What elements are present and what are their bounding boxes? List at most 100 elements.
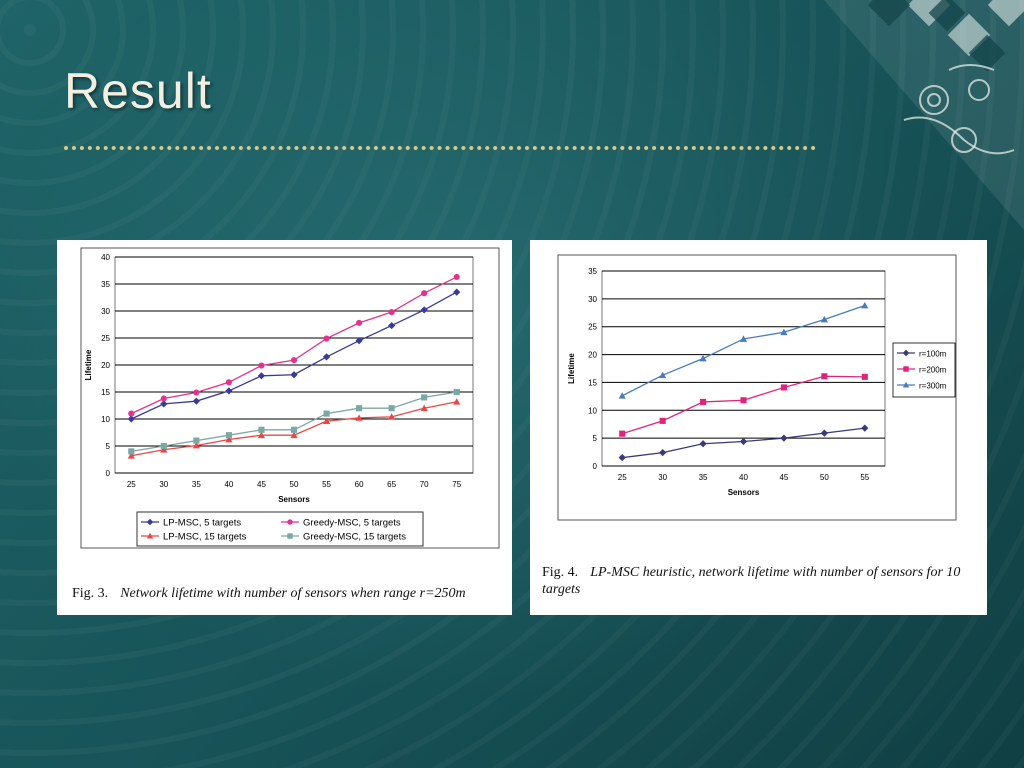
fig4-xtick-label: 50: [820, 473, 829, 482]
fig4-data-point: [699, 354, 707, 362]
fig3-ytick-label: 20: [101, 361, 110, 370]
fig3-xtick-label: 50: [290, 480, 299, 489]
fig3-legend-label: Greedy-MSC, 5 targets: [303, 518, 401, 529]
fig3-ytick-label: 10: [101, 415, 110, 424]
figure-3-chart: 0 5 10 15 20 25 30 35 40 25 30 35 40 45 50 55 60 65 70 75 Se…: [80, 247, 500, 549]
fig3-data-point: [290, 357, 298, 364]
fig4-data-point: [820, 429, 828, 437]
fig3-data-point: [257, 431, 266, 439]
fig3-data-point: [258, 362, 265, 369]
figure-3-caption: Fig. 3. Network lifetime with number of s…: [72, 585, 502, 602]
fig3-data-point: [225, 432, 232, 439]
fig3-ytick-label: 35: [101, 280, 110, 289]
fig3-xtick-label: 60: [355, 480, 364, 489]
fig4-xtick-label: 30: [658, 473, 667, 482]
fig3-data-point: [192, 441, 200, 449]
figure-4-panel: 0 5 10 15 20 25 30 35 25 30 35 40 45 50 55 Sensors Lifet…: [530, 240, 987, 615]
fig3-data-point: [192, 397, 200, 405]
fig3-data-point: [225, 379, 232, 386]
fig3-data-point: [356, 405, 363, 412]
fig4-xtick-label: 45: [779, 473, 788, 482]
fig3-x-axis-label: Sensors: [278, 495, 310, 504]
fig4-data-point: [618, 392, 626, 399]
fig4-data-point: [861, 373, 868, 380]
fig3-xtick-label: 70: [420, 480, 429, 489]
fig4-legend-swatch-marker: [902, 349, 910, 357]
fig4-x-axis-label: Sensors: [728, 488, 760, 497]
fig3-legend-swatch-marker: [287, 519, 293, 525]
fig3-data-point: [388, 309, 395, 316]
fig4-data-point: [780, 384, 787, 391]
figure-4-chart: 0 5 10 15 20 25 30 35 25 30 35 40 45 50 55 Sensors Lifet…: [557, 254, 957, 521]
fig4-ytick-label: 10: [588, 406, 597, 415]
fig4-data-point: [659, 417, 666, 424]
fig4-data-point: [820, 315, 828, 323]
fig3-data-point: [128, 448, 135, 455]
fig3-ytick-label: 25: [101, 334, 110, 343]
fig4-xtick-label: 35: [699, 473, 708, 482]
fig3-legend-swatch-marker: [146, 532, 154, 539]
fig3-data-point: [323, 335, 330, 342]
fig3-data-point: [420, 404, 428, 412]
fig3-data-point: [323, 410, 330, 417]
fig3-ytick-label: 30: [101, 307, 110, 316]
fig3-ytick-label: 40: [101, 253, 110, 262]
fig3-data-point: [193, 389, 200, 396]
title-dotted-divider: [64, 146, 816, 150]
fig3-xtick-label: 35: [192, 480, 201, 489]
fig3-data-point: [290, 371, 298, 379]
fig4-ytick-label: 30: [588, 295, 597, 304]
figure-4-label: Fig. 4.: [542, 565, 579, 580]
fig4-data-point: [739, 335, 748, 342]
fig3-data-point: [160, 400, 168, 408]
fig3-legend-swatch-marker: [146, 518, 154, 526]
slide-title: Result: [64, 63, 212, 119]
fig4-legend-swatch-marker: [902, 381, 910, 388]
fig3-data-point: [388, 413, 396, 420]
fig3-legend-label: LP-MSC, 15 targets: [163, 532, 247, 543]
fig4-data-point: [861, 301, 869, 309]
fig3-data-point: [160, 395, 167, 402]
fig3-data-point: [453, 388, 460, 396]
fig4-legend-swatch-marker: [903, 366, 909, 372]
fig3-xtick-label: 40: [224, 480, 233, 489]
fig4-plot-area: [601, 270, 886, 467]
fig4-ytick-label: 5: [593, 434, 598, 443]
fig3-data-point: [127, 415, 135, 423]
fig3-legend-label: LP-MSC, 5 targets: [163, 518, 241, 529]
fig4-data-point: [659, 371, 667, 379]
fig3-xtick-label: 75: [452, 480, 461, 489]
fig3-data-point: [421, 394, 428, 401]
fig4-ytick-label: 15: [588, 378, 597, 387]
fig3-data-point: [128, 410, 135, 417]
fig4-data-point: [700, 398, 707, 405]
fig3-data-point: [160, 442, 167, 450]
fig3-data-point: [388, 405, 395, 412]
fig4-xtick-label: 55: [860, 473, 869, 482]
fig3-data-point: [290, 426, 298, 433]
fig3-data-point: [420, 306, 428, 314]
fig3-data-point: [355, 337, 363, 345]
fig3-xtick-label: 45: [257, 480, 266, 489]
fig4-data-point: [780, 328, 788, 336]
fig4-xtick-label: 40: [739, 473, 748, 482]
fig4-data-point: [739, 437, 748, 446]
fig4-ytick-label: 20: [588, 351, 597, 360]
fig3-xtick-label: 25: [127, 480, 136, 489]
fig3-y-axis-label: Lifetime: [84, 349, 93, 380]
fig3-data-point: [356, 319, 363, 326]
figure-3-panel: 0 5 10 15 20 25 30 35 40 25 30 35 40 45 50 55 60 65 70 75 Se…: [57, 240, 512, 615]
fig3-legend-label: Greedy-MSC, 15 targets: [303, 532, 406, 543]
figure-4-caption: Fig. 4. LP-MSC heuristic, network lifetim…: [542, 564, 978, 598]
fig3-data-point: [290, 431, 298, 439]
figure-3-label: Fig. 3.: [72, 586, 109, 601]
fig3-data-point: [355, 414, 363, 421]
fig3-xtick-label: 30: [159, 480, 168, 489]
fig3-data-point: [225, 435, 233, 443]
fig3-data-point: [421, 290, 428, 297]
fig4-legend-label: r=100m: [919, 350, 947, 359]
fig4-ytick-label: 35: [588, 267, 597, 276]
fig4-y-axis-label: Lifetime: [567, 353, 576, 384]
fig3-data-point: [453, 288, 461, 296]
fig3-data-point: [453, 398, 461, 405]
